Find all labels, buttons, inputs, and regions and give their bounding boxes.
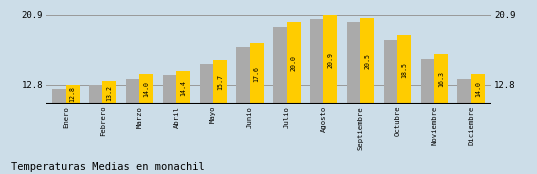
Bar [323,15,337,104]
Bar [250,43,264,104]
Bar [458,78,471,104]
Text: 20.9: 20.9 [328,52,333,68]
Bar [273,27,287,104]
Bar [89,85,103,104]
Bar [384,40,398,104]
Bar [176,71,190,104]
Text: 18.5: 18.5 [401,62,407,78]
Bar [66,85,79,104]
Bar [471,74,485,104]
Bar [310,19,324,104]
Bar [139,74,153,104]
Text: 15.7: 15.7 [217,74,223,90]
Bar [420,59,434,104]
Bar [163,75,177,104]
Text: 16.3: 16.3 [438,71,444,87]
Text: 14.0: 14.0 [143,81,149,97]
Text: 14.4: 14.4 [180,80,186,96]
Bar [236,48,250,104]
Text: 17.6: 17.6 [253,66,260,82]
Bar [287,22,301,104]
Bar [52,89,66,104]
Bar [126,78,140,104]
Text: Temperaturas Medias en monachil: Temperaturas Medias en monachil [11,162,205,172]
Text: 20.0: 20.0 [291,56,296,72]
Bar [434,54,448,104]
Bar [200,64,214,104]
Bar [347,22,361,104]
Text: 20.5: 20.5 [364,53,370,69]
Text: 12.8: 12.8 [69,86,76,102]
Bar [360,18,374,104]
Text: 14.0: 14.0 [475,81,481,97]
Bar [103,81,117,104]
Text: 13.2: 13.2 [106,85,112,101]
Bar [213,60,227,104]
Bar [397,35,411,104]
